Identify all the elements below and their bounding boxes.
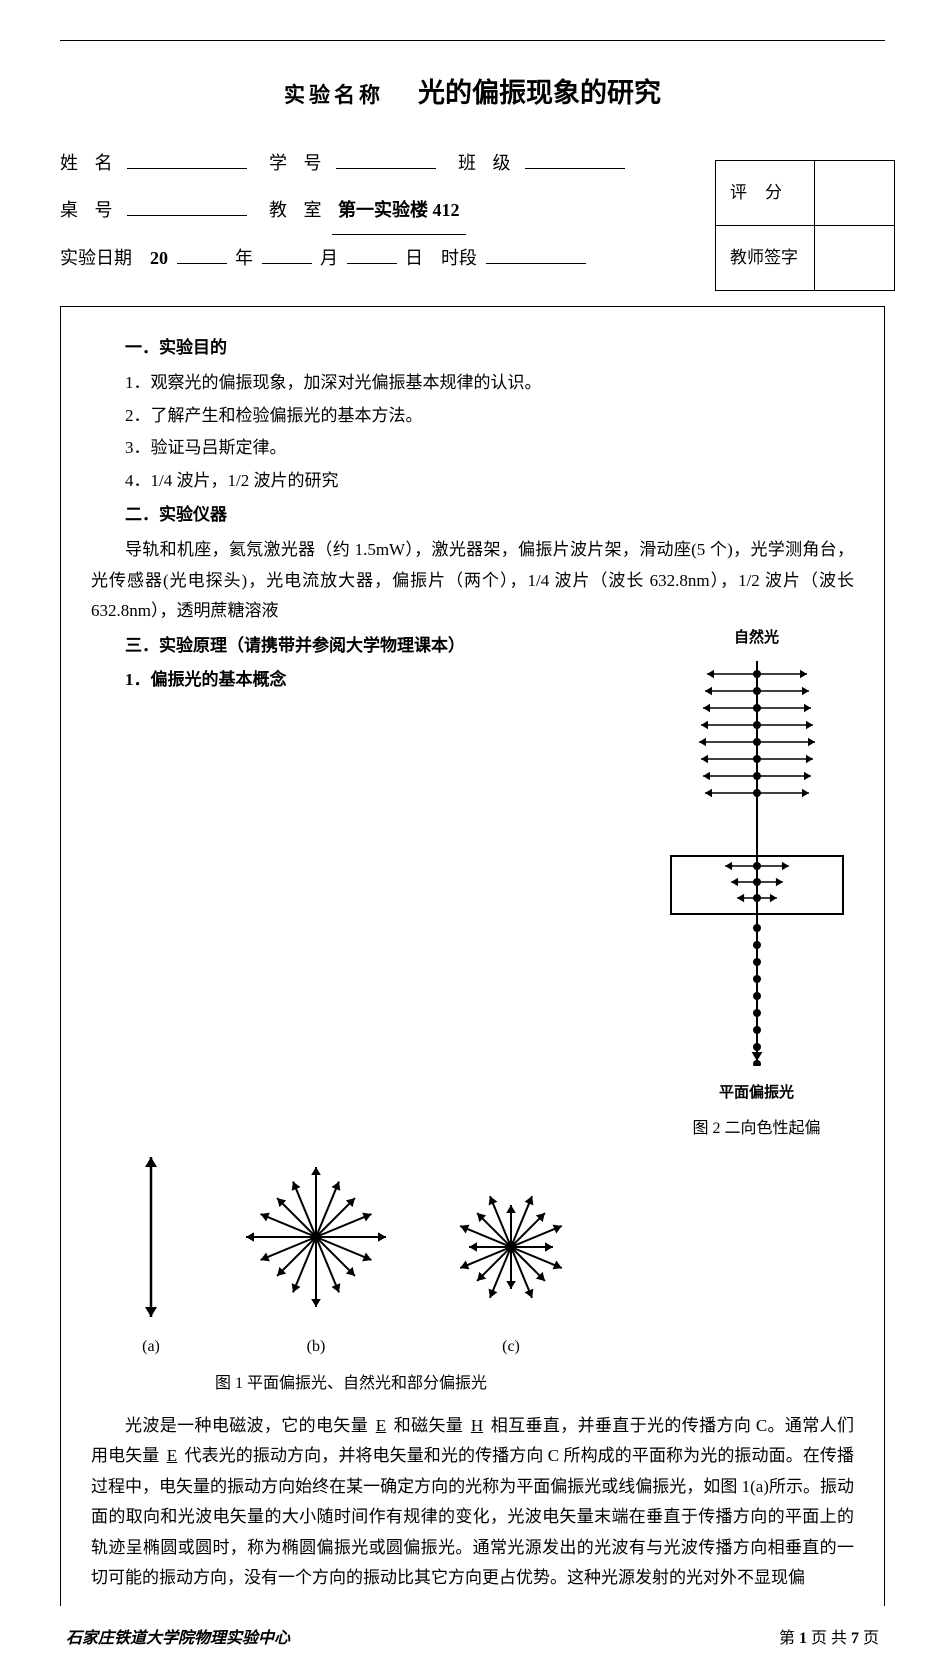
signature-label: 教师签字	[716, 226, 815, 291]
footer-page: 1	[799, 1630, 807, 1647]
id-blank	[336, 149, 436, 169]
id-label: 学 号	[269, 140, 328, 187]
body-para: 光波是一种电磁波，它的电矢量 E 和磁矢量 H 相互垂直，并垂直于光的传播方向 …	[91, 1411, 854, 1595]
fig2-top-label: 自然光	[659, 625, 854, 652]
class-label: 班 级	[458, 140, 517, 187]
score-label: 评分	[716, 161, 815, 226]
name-label: 姓 名	[60, 140, 119, 187]
body-p1d: 代表光的振动方向，并将电矢量和光的传播方向 C 所构成的平面称为光的振动面。在传…	[91, 1446, 854, 1587]
footer: 石家庄铁道大学院物理实验中心 第 1 页 共 7 页	[60, 1624, 885, 1648]
room-label: 教 室	[269, 187, 328, 234]
figure2-block: 自然光 平面偏振光 图 2 二向色性起偏	[659, 625, 854, 1144]
fig2-bottom-label: 平面偏振光	[659, 1080, 854, 1107]
class-blank	[525, 149, 625, 169]
day-unit: 日	[405, 248, 423, 268]
fig1c-label: (c)	[421, 1333, 601, 1362]
fig1b-label: (b)	[211, 1333, 421, 1362]
fig1-caption: 图 1 平面偏振光、自然光和部分偏振光	[91, 1370, 611, 1399]
figure1c-svg	[436, 1172, 586, 1322]
footer-ra: 第	[779, 1630, 799, 1647]
body-p1b: 和磁矢量	[389, 1416, 468, 1435]
info-block: 姓 名 学 号 班 级 桌 号 教 室 第一实验楼 412 实验日期 2	[60, 140, 885, 281]
fig2-caption: 图 2 二向色性起偏	[659, 1115, 854, 1144]
fig1a-label: (a)	[91, 1333, 211, 1362]
title-main: 光的偏振现象的研究	[418, 71, 661, 110]
section1-head: 一．实验目的	[91, 333, 854, 364]
desk-label: 桌 号	[60, 187, 119, 234]
footer-rb: 页 共	[807, 1630, 851, 1647]
footer-left: 石家庄铁道大学院物理实验中心	[66, 1624, 290, 1648]
vector-E-1: E	[373, 1416, 389, 1435]
s1-item-1: 1．观察光的偏振现象，加深对光偏振基本规律的认识。	[91, 368, 854, 399]
room-value: 第一实验楼 412	[332, 187, 466, 235]
year-blank	[177, 244, 227, 264]
section2-head: 二．实验仪器	[91, 500, 854, 531]
desk-blank	[127, 196, 247, 216]
figure2-svg	[663, 656, 851, 1066]
figure1-row: (a) (b) (c)	[91, 1152, 651, 1362]
title-row: 实验名称 光的偏振现象的研究	[60, 71, 885, 110]
year-prefix: 20	[150, 248, 168, 268]
s1-item-3: 3．验证马吕斯定律。	[91, 433, 854, 464]
vector-H: H	[468, 1416, 486, 1435]
period-blank	[486, 244, 586, 264]
year-unit: 年	[235, 248, 253, 268]
month-blank	[262, 244, 312, 264]
month-unit: 月	[320, 248, 338, 268]
top-rule	[60, 40, 885, 41]
body-p1a: 光波是一种电磁波，它的电矢量	[125, 1416, 373, 1435]
footer-right: 第 1 页 共 7 页	[779, 1624, 879, 1648]
section2-body: 导轨和机座，氦氖激光器（约 1.5mW），激光器架，偏振片波片架，滑动座(5 个…	[91, 535, 854, 627]
vector-E-2: E	[164, 1446, 180, 1465]
footer-rc: 页	[859, 1630, 879, 1647]
s1-item-4: 4．1/4 波片，1/2 波片的研究	[91, 466, 854, 497]
score-table: 评分 教师签字	[715, 160, 895, 291]
signature-value	[815, 226, 895, 291]
s1-item-2: 2．了解产生和检验偏振光的基本方法。	[91, 401, 854, 432]
content-frame: 一．实验目的 1．观察光的偏振现象，加深对光偏振基本规律的认识。 2．了解产生和…	[60, 306, 885, 1606]
figure1a-svg	[111, 1152, 191, 1322]
date-label: 实验日期	[60, 235, 132, 282]
footer-total: 7	[851, 1630, 859, 1647]
title-label: 实验名称	[284, 79, 384, 109]
figure1b-svg	[226, 1152, 406, 1322]
period-label: 时段	[441, 235, 477, 282]
score-value	[815, 161, 895, 226]
name-blank	[127, 149, 247, 169]
day-blank	[347, 244, 397, 264]
